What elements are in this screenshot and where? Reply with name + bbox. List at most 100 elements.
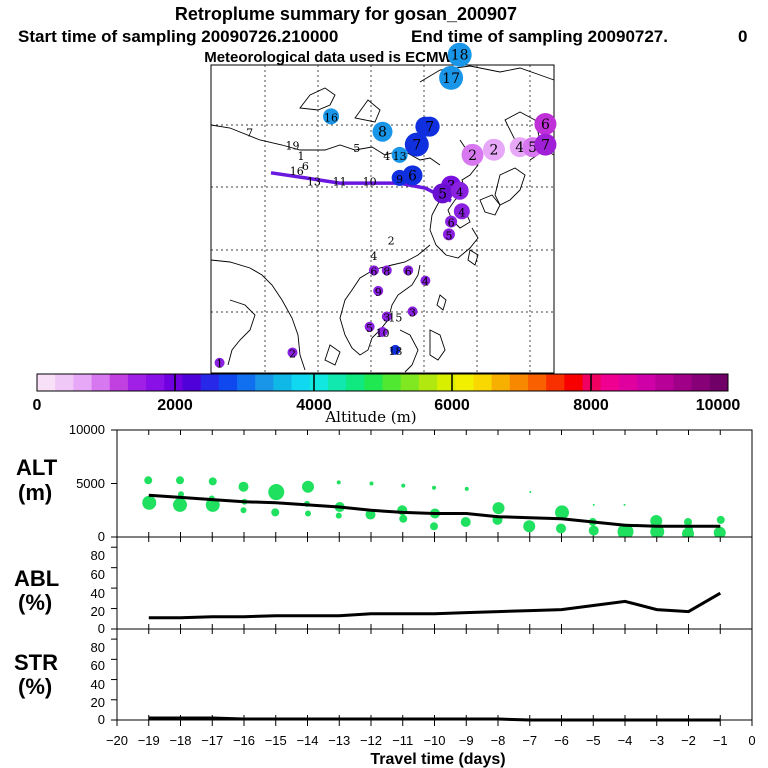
colorbar-cell-28 [546, 374, 565, 391]
map-marker-label-15: 13 [307, 176, 321, 189]
start-time: Start time of sampling 20090726.210000 [18, 27, 338, 46]
alt-particle-dot-18 [335, 512, 342, 519]
str-ytick-40: 40 [91, 677, 105, 692]
map-marker-27 [432, 183, 453, 204]
x-tick-label-5: −15 [265, 733, 287, 748]
meteo-source: Meteorological data used is ECMWF [204, 49, 462, 66]
map-marker-label-8: 5 [353, 142, 360, 155]
abl-ytick-20: 20 [91, 604, 105, 619]
alt-unit: (m) [18, 480, 52, 505]
map-marker-label-46: 1 [216, 358, 223, 371]
colorbar-cell-34 [655, 374, 674, 391]
x-tick-label-2: −18 [169, 733, 191, 748]
x-tick-label-0: −20 [106, 733, 128, 748]
x-tick-label-4: −16 [233, 733, 255, 748]
alt-particle-dot-20 [365, 509, 376, 520]
str-frame [116, 628, 753, 721]
colorbar-cell-19 [382, 374, 402, 391]
abl-ticks [111, 537, 721, 630]
map-marker-label-28: 4 [456, 186, 463, 199]
abl-panel: ABL (%) 80 60 40 20 0 [14, 536, 753, 636]
alt-particle-dot-5 [208, 477, 217, 486]
colorbar-cell-36 [691, 374, 711, 391]
x-tick-label-20: 0 [748, 733, 755, 748]
map-marker-6 [419, 116, 440, 137]
map-marker-44 [390, 344, 401, 355]
str-ytick-20: 20 [91, 695, 105, 710]
map-marker-label-2: 16 [324, 111, 338, 124]
colorbar-cell-32 [618, 374, 638, 391]
alt-label: ALT [16, 455, 58, 480]
alt-ytick-10000: 10000 [69, 422, 105, 437]
alt-particle-dot-12 [271, 508, 280, 517]
abl-unit: (%) [18, 590, 52, 615]
alt-frame [116, 429, 753, 538]
map-marker-label-34: 6 [370, 265, 377, 278]
map-marker-label-35: 8 [383, 265, 390, 278]
colorbar-cell-29 [564, 374, 584, 391]
colorbar-cell-6 [146, 374, 165, 391]
map-marker-38 [373, 285, 384, 296]
colorbar-cell-25 [491, 374, 511, 391]
abl-label: ABL [14, 566, 59, 591]
alt-particle-dot-3 [178, 491, 184, 498]
map-marker-label-43: 10 [376, 327, 390, 340]
end-time: End time of sampling 20090727. [411, 27, 668, 46]
colorbar-cell-7 [164, 374, 183, 391]
main-title: Retroplume summary for gosan_200907 [175, 4, 517, 24]
map-marker-label-4: 7 [246, 127, 253, 140]
map-marker-label-0: 18 [451, 48, 469, 64]
map-marker-2 [323, 108, 340, 125]
alt-particle-dot-19 [369, 481, 374, 486]
map-marker-30 [445, 215, 458, 228]
str-label: STR [14, 650, 58, 675]
colorbar-cell-10 [218, 374, 238, 391]
map-marker-25 [534, 133, 557, 156]
colorbar-cell-0 [37, 374, 56, 391]
map-marker-31 [442, 228, 455, 241]
map-marker-24 [534, 113, 557, 136]
map-marker-label-20: 2 [468, 148, 477, 164]
colorbar-cell-2 [73, 374, 93, 391]
alt-particle-dot-29 [492, 502, 505, 515]
x-tick-label-15: −5 [586, 733, 601, 748]
trajectory-line [270, 171, 452, 203]
alt-particle-dot-23 [399, 514, 408, 523]
alt-particle-dot-35 [592, 503, 595, 506]
map-marker-3 [372, 121, 393, 142]
alt-particle-dot-24 [432, 485, 436, 490]
map-marker-label-18: 9 [396, 173, 403, 186]
colorbar-cell-20 [400, 374, 420, 391]
colorbar-cell-12 [255, 374, 274, 391]
colorbar-cells [37, 374, 729, 391]
alt-ytick-5000: 5000 [76, 476, 105, 491]
map-marker-label-42: 5 [366, 322, 373, 335]
colorbar-cell-8 [182, 374, 202, 391]
alt-particle-dot-34 [556, 523, 566, 534]
end-time-suffix: 0 [738, 27, 747, 46]
x-tick-label-19: −1 [713, 733, 728, 748]
colorbar-cell-13 [273, 374, 293, 391]
abl-ytick-80: 80 [91, 548, 105, 563]
map-marker-label-37: 4 [422, 276, 429, 289]
map-marker-label-11: 19 [285, 140, 299, 153]
colorbar-cell-37 [709, 374, 729, 391]
map-marker-label-22: 4 [515, 140, 524, 156]
map-marker-label-21: 2 [490, 143, 499, 159]
colorbar-cell-26 [509, 374, 529, 391]
x-tick-label-13: −7 [522, 733, 537, 748]
map-marker-label-13: 6 [302, 160, 309, 173]
x-tick-label-6: −14 [296, 733, 318, 748]
x-tick-label-11: −9 [459, 733, 474, 748]
map-marker-1 [439, 65, 464, 90]
x-tick-label-12: −8 [491, 733, 506, 748]
map-marker-label-27: 5 [438, 186, 447, 202]
alt-particle-dot-37 [588, 525, 599, 536]
map-marker-20 [461, 143, 484, 166]
colorbar-cell-35 [673, 374, 693, 391]
colorbar-cell-5 [127, 374, 147, 391]
x-axis-label: Travel time (days) [370, 751, 505, 768]
colorbar-frame [36, 373, 729, 392]
map-marker-label-19: 6 [408, 168, 417, 184]
